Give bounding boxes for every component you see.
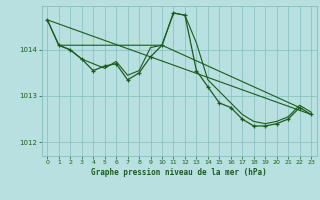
X-axis label: Graphe pression niveau de la mer (hPa): Graphe pression niveau de la mer (hPa): [91, 168, 267, 177]
